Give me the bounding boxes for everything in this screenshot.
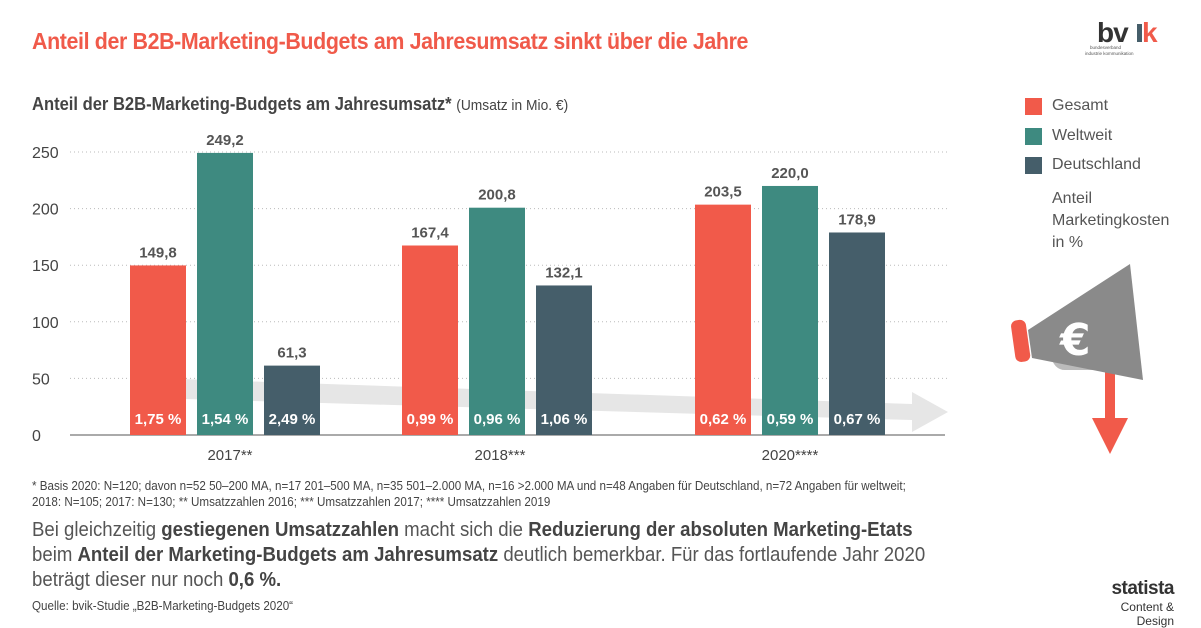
y-tick-label: 0	[32, 428, 41, 445]
y-tick-label: 150	[32, 258, 59, 275]
percent-label: 1,54 %	[202, 411, 249, 428]
data-label: 249,2	[206, 132, 244, 149]
bar-weltweit	[197, 152, 253, 436]
legend-swatch	[1025, 127, 1042, 145]
svg-text:k: k	[1142, 18, 1158, 48]
legend-swatch	[1025, 97, 1042, 115]
page-title: Anteil der B2B-Marketing-Budgets am Jahr…	[32, 28, 749, 54]
footnote: * Basis 2020: N=120; davon n=52 50–200 M…	[32, 479, 906, 509]
y-tick-label: 50	[32, 371, 50, 388]
data-label: 149,8	[139, 244, 177, 261]
x-tick-label: 2020****	[762, 447, 819, 464]
x-tick-label: 2018***	[475, 447, 526, 464]
legend-swatch	[1025, 156, 1042, 174]
bar-deutschland	[536, 285, 592, 435]
bvik-logo: bv k bundesverband industrie kommunikati…	[1085, 17, 1175, 63]
bar-weltweit	[469, 207, 525, 435]
statista-logo: statista Content & Design	[1111, 578, 1174, 628]
data-label: 220,0	[771, 165, 809, 182]
percent-label: 0,59 %	[767, 411, 814, 428]
data-label: 61,3	[277, 345, 306, 362]
percent-label: 0,62 %	[700, 411, 747, 428]
bar-deutschland	[829, 232, 885, 435]
bar-gesamt	[130, 265, 186, 435]
legend-gesamt: Gesamt	[1025, 97, 1108, 115]
svg-text:€: €	[1059, 315, 1091, 366]
data-label: 203,5	[704, 184, 742, 201]
svg-text:bundesverband: bundesverband	[1090, 45, 1122, 50]
legend-note: Anteil Marketingkosten in %	[1052, 190, 1170, 251]
data-label: 200,8	[478, 187, 516, 204]
percent-label: 1,75 %	[135, 411, 182, 428]
chart-title: Anteil der B2B-Marketing-Budgets am Jahr…	[32, 94, 569, 114]
data-label: 132,1	[545, 264, 583, 281]
arrow-down-icon	[1092, 418, 1128, 454]
percent-label: 0,96 %	[474, 411, 521, 428]
source: Quelle: bvik-Studie „B2B-Marketing-Budge…	[32, 599, 294, 613]
y-tick-label: 250	[32, 145, 59, 162]
bar-gesamt	[695, 204, 751, 435]
y-tick-label: 100	[32, 315, 59, 332]
summary-text: Bei gleichzeitig gestiegenen Umsatzzahle…	[32, 519, 926, 591]
x-tick-label: 2017**	[207, 447, 252, 464]
svg-text:bv: bv	[1097, 18, 1129, 48]
bar-gesamt	[402, 245, 458, 435]
bar-deutschland	[264, 365, 320, 435]
legend-weltweit: Weltweit	[1025, 127, 1112, 145]
data-label: 178,9	[838, 211, 876, 228]
legend-deutschland: Deutschland	[1025, 156, 1141, 174]
percent-label: 2,49 %	[269, 411, 316, 428]
svg-text:industrie kommunikation: industrie kommunikation	[1085, 51, 1134, 56]
y-tick-label: 200	[32, 202, 59, 219]
percent-label: 0,99 %	[407, 411, 454, 428]
megaphone-euro-icon: €	[1010, 260, 1150, 465]
data-label: 167,4	[411, 225, 449, 242]
percent-label: 0,67 %	[834, 411, 881, 428]
bar-weltweit	[762, 185, 818, 435]
percent-label: 1,06 %	[541, 411, 588, 428]
